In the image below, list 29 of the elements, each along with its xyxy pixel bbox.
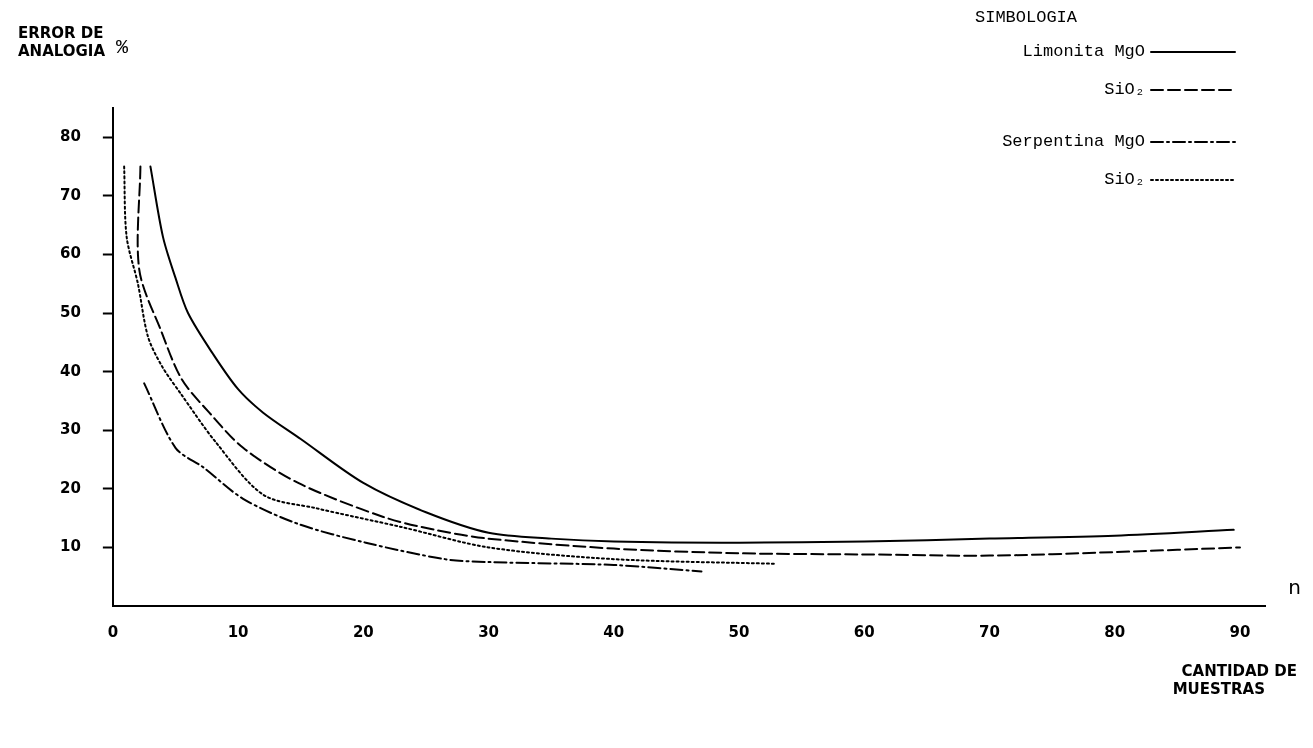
x-tick-label: 0 bbox=[107, 622, 119, 641]
line-series bbox=[123, 165, 778, 565]
line-series bbox=[143, 382, 703, 573]
x-tick-label: 70 bbox=[979, 622, 1000, 641]
legend-label: SiO₂ bbox=[1104, 170, 1145, 189]
x-tick-label: 20 bbox=[352, 622, 374, 641]
y-tick-label: 70 bbox=[60, 185, 81, 204]
x-axis-title: CANTIDAD DE MUESTRAS bbox=[1172, 662, 1297, 698]
x-tick-label: 90 bbox=[1229, 622, 1251, 641]
legend-label: Limonita MgO bbox=[1022, 42, 1145, 61]
text: n bbox=[1288, 575, 1301, 599]
x-tick-label: 30 bbox=[478, 622, 499, 641]
y-tick-label: 60 bbox=[60, 244, 81, 263]
y-tick-label: 80 bbox=[60, 127, 81, 146]
x-tick-label: 40 bbox=[603, 622, 625, 641]
y-tick-label: 50 bbox=[60, 302, 81, 321]
x-tick-label: 80 bbox=[1104, 622, 1126, 641]
legend-title: SIMBOLOGIA bbox=[975, 8, 1078, 27]
text: % bbox=[116, 36, 129, 59]
y-axis-title: ERROR DE ANALOGIA bbox=[18, 24, 106, 60]
x-tick-label: 10 bbox=[227, 622, 249, 641]
x-tick-label: 60 bbox=[853, 622, 875, 641]
legend-label: SiO₂ bbox=[1104, 80, 1145, 99]
x-tick-label: 50 bbox=[728, 622, 750, 641]
y-tick-label: 30 bbox=[60, 420, 81, 439]
y-tick-label: 10 bbox=[60, 537, 81, 556]
y-tick-label: 40 bbox=[60, 361, 81, 380]
legend-label: Serpentina MgO bbox=[1002, 132, 1145, 151]
y-tick-label: 20 bbox=[60, 478, 81, 497]
